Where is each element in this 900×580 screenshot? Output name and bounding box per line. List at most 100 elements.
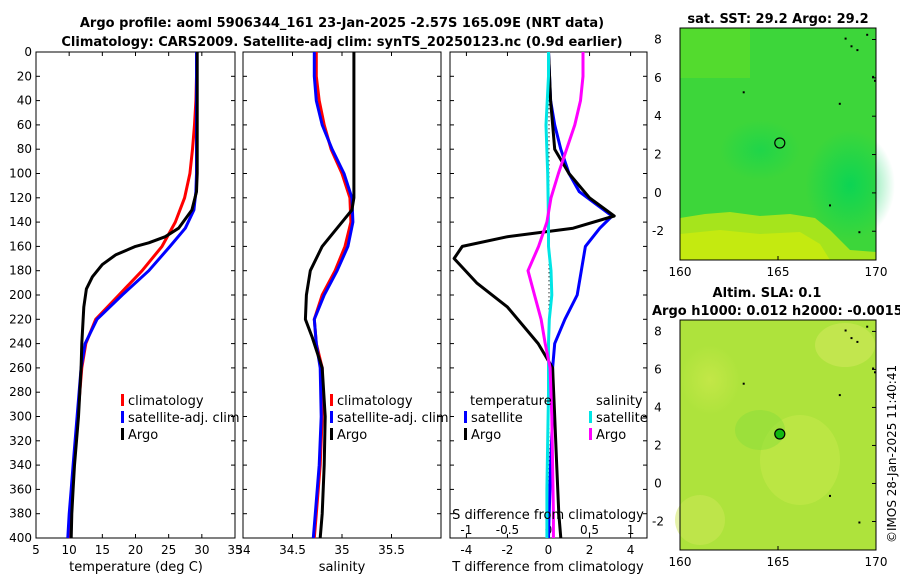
y-tick-label: 20 [17,69,32,83]
figure-title-line2: Climatology: CARS2009. Satellite-adj cli… [61,35,622,50]
map-x-tick-label: 160 [669,555,692,569]
sla-field-patch [680,345,740,415]
island-dot [829,204,831,207]
sla-field-patch [675,495,725,545]
map-y-tick-label: 8 [654,33,662,47]
legend-label-climatology: climatology [337,394,413,409]
y-tick-label: 200 [9,288,32,302]
map-y-tick-label: -2 [652,224,664,238]
y-tick-label: 400 [9,531,32,545]
x-tick-label: 25 [161,543,176,557]
figure-title-line1: Argo profile: aoml 5906344_161 23-Jan-20… [80,16,604,31]
y-tick-label: 120 [9,191,32,205]
y-tick-label: 300 [9,410,32,424]
legend-label-t-satellite: satellite [471,411,523,426]
island-dot [866,33,869,36]
x-tick-label: -4 [460,543,472,557]
series-line-satellite-adj-clim [66,52,198,539]
island-dot [856,49,859,52]
map-y-tick-label: -2 [652,514,664,528]
sst-cool-region [680,230,830,260]
island-dot [874,371,876,374]
sla-field-patch [735,410,785,450]
legend-swatch-argo [330,428,333,440]
x-tick-label: 5 [32,543,40,557]
y-tick-label: 220 [9,312,32,326]
top-x-tick-label: -0.5 [496,523,519,537]
x-tick-label: 4 [627,543,635,557]
y-tick-label: 260 [9,361,32,375]
sla-field-patch [815,323,875,367]
difference-legend: temperature satellite Argo salinity sate… [464,394,648,443]
x-tick-label: 20 [128,543,143,557]
top-x-tick-label: 1 [627,523,635,537]
legend-swatch-t-argo [464,428,467,440]
map-x-tick-label: 165 [767,555,790,569]
legend-swatch-climatology [330,394,333,406]
x-tick-label: 10 [62,543,77,557]
sst-x-ticks: 160 165 170 [669,256,887,279]
series-line-climatology [67,52,198,539]
temperature-difference-axis-label: T difference from climatology [451,560,644,575]
x-tick-label: 35.5 [378,543,405,557]
island-dot [858,521,861,524]
y-tick-label: 240 [9,337,32,351]
map-y-tick-label: 4 [654,400,662,414]
island-dot [742,91,745,94]
x-tick-label: 34 [235,543,250,557]
salinity-difference-axis-label: S difference from climatology [452,508,644,523]
temperature-x-ticks: 5 10 15 20 25 30 35 [32,52,243,557]
salinity-legend: climatology satellite-adj. clim Argo [330,394,449,443]
y-tick-label: 360 [9,482,32,496]
y-tick-label: 320 [9,434,32,448]
legend-label-satellite: satellite-adj. clim [128,411,240,426]
legend-label-argo: Argo [337,428,367,443]
island-dot [874,79,876,82]
island-dot [858,231,861,234]
sst-field-patch [680,28,750,78]
x-tick-label: -2 [501,543,513,557]
series-line-s-satellite [544,52,554,538]
island-dot [856,340,859,343]
y-tick-label: 160 [9,239,32,253]
legend-label-climatology: climatology [128,394,204,409]
map-y-tick-label: 6 [654,362,662,376]
y-tick-label: 380 [9,507,32,521]
legend-label-s-argo: Argo [596,428,626,443]
sla-y-ticks: 8 6 4 2 0 -2 [652,324,876,528]
x-tick-label: 0 [545,543,553,557]
top-x-tick-label: 0.5 [580,523,599,537]
legend-swatch-s-satellite [589,411,592,423]
sst-map-title: sat. SST: 29.2 Argo: 29.2 [687,12,868,27]
legend-title-salinity: salinity [596,394,643,409]
temperature-y-ticks: 0 20 40 60 80 100 120 140 160 180 200 220 240 260 280 3… [9,45,235,545]
imos-timestamp: ©IMOS 28-Jan-2025 11:40:41 [885,365,899,543]
series-line-argo [69,52,199,539]
x-tick-label: 35 [334,543,349,557]
y-tick-label: 100 [9,167,32,181]
x-tick-label: 35 [227,543,242,557]
y-tick-label: 40 [17,94,32,108]
map-x-tick-label: 165 [767,265,790,279]
temperature-profiles [66,52,199,539]
island-dot [850,45,853,48]
salinity-panel-frame [242,51,442,539]
island-dot [838,102,841,105]
sst-y-ticks: 8 6 4 2 0 -2 [652,33,876,238]
x-tick-label: 15 [95,543,110,557]
x-tick-label: 2 [586,543,594,557]
salinity-profiles [303,52,356,539]
map-y-tick-label: 6 [654,71,662,85]
legend-label-argo: Argo [128,428,158,443]
salinity-x-ticks: 34 34.5 35 35.5 [235,52,405,557]
temperature-legend: climatology satellite-adj. clim Argo [121,394,240,443]
legend-swatch-satellite [330,411,333,423]
series-line-satellite-adj-clim [311,52,355,539]
y-tick-label: 60 [17,118,32,132]
temperature-x-label: temperature (deg C) [69,560,203,575]
difference-profiles [452,51,616,539]
sst-island-dots [742,33,876,234]
sla-map-subtitle: Argo h1000: 0.012 h2000: -0.0015 [652,304,900,319]
top-x-tick-label: -1 [460,523,472,537]
